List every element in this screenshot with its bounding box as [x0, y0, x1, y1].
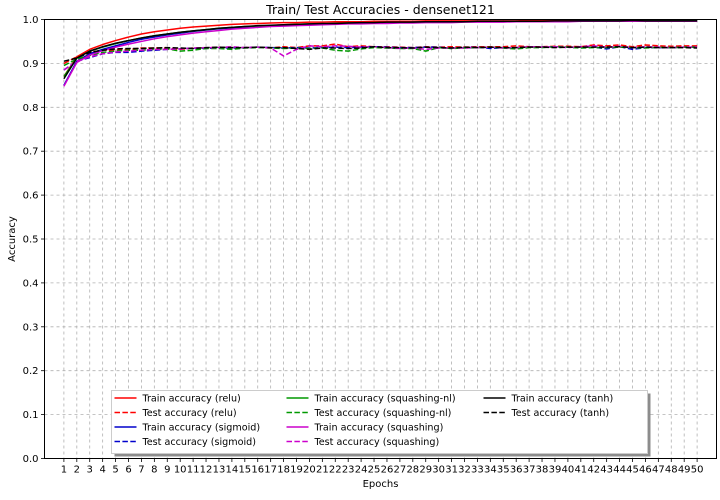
x-tick-label: 27 [394, 465, 407, 476]
x-tick-label: 49 [678, 465, 691, 476]
x-tick-label: 33 [471, 465, 484, 476]
y-tick-label: 0.4 [23, 278, 39, 289]
x-tick-label: 5 [112, 465, 118, 476]
series-lines [63, 19, 698, 87]
legend-label: Test accuracy (squashing) [314, 437, 440, 448]
x-tick-label: 12 [200, 465, 213, 476]
x-tick-label: 13 [213, 465, 226, 476]
x-tick-label: 42 [587, 465, 600, 476]
x-tick-label: 16 [251, 465, 264, 476]
x-tick-label: 43 [600, 465, 613, 476]
legend-label: Train accuracy (squashing) [314, 423, 444, 434]
legend-label: Test accuracy (relu) [142, 408, 237, 419]
y-tick-label: 0.8 [23, 103, 39, 114]
x-tick-label: 38 [536, 465, 549, 476]
x-tick-label: 24 [355, 465, 368, 476]
x-tick-label: 10 [174, 465, 187, 476]
x-tick-label: 45 [626, 465, 639, 476]
x-tick-label: 47 [652, 465, 665, 476]
x-tick-label: 7 [138, 465, 144, 476]
axes: 1 2 3 4 5 6 7 8 9 10 11 12 13 14 15 16 17 18 19 20 21 22 23 24 2… [23, 15, 704, 476]
x-tick-label: 35 [497, 465, 510, 476]
legend-label: Test accuracy (squashing-nl) [314, 408, 452, 419]
x-tick-label: 26 [381, 465, 394, 476]
legend-label: Train accuracy (sigmoid) [142, 423, 261, 434]
x-tick-label: 39 [549, 465, 562, 476]
x-tick-label: 23 [342, 465, 355, 476]
x-tick-label: 19 [290, 465, 303, 476]
x-tick-label: 36 [510, 465, 523, 476]
x-tick-label: 25 [368, 465, 381, 476]
x-tick-label: 22 [329, 465, 342, 476]
series-line-9 [63, 19, 698, 80]
y-tick-label: 0.5 [23, 235, 39, 246]
x-tick-label: 2 [74, 465, 80, 476]
legend-label: Test accuracy (tanh) [511, 408, 610, 419]
y-tick-label: 0.9 [23, 59, 39, 70]
y-tick-label: 0.0 [23, 454, 39, 465]
x-tick-label: 48 [665, 465, 678, 476]
x-tick-label: 31 [445, 465, 458, 476]
x-tick-label: 6 [125, 465, 131, 476]
x-tick-label: 29 [419, 465, 432, 476]
y-tick-label: 0.3 [23, 322, 39, 333]
x-tick-label: 40 [562, 465, 575, 476]
y-tick-label: 0.7 [23, 147, 39, 158]
y-tick-label: 0.1 [23, 410, 39, 421]
chart-title: Train/ Test Accuracies - densenet121 [265, 2, 495, 17]
x-tick-label: 4 [99, 465, 105, 476]
x-tick-label: 28 [406, 465, 419, 476]
series-line-10 [63, 45, 698, 62]
legend-box [111, 390, 648, 454]
grid [44, 19, 717, 459]
x-tick-label: 20 [303, 465, 316, 476]
y-tick-label: 0.6 [23, 191, 39, 202]
x-tick-label: 41 [574, 465, 587, 476]
x-tick-label: 15 [238, 465, 251, 476]
y-axis-label: Accuracy [7, 216, 18, 262]
x-tick-label: 8 [151, 465, 157, 476]
x-tick-label: 17 [264, 465, 277, 476]
legend-label: Train accuracy (tanh) [511, 394, 614, 405]
x-tick-label: 32 [458, 465, 471, 476]
legend-label: Train accuracy (relu) [142, 394, 241, 405]
x-tick-label: 46 [639, 465, 652, 476]
x-tick-label: 50 [691, 465, 704, 476]
x-tick-label: 44 [613, 465, 626, 476]
x-tick-label: 9 [164, 465, 170, 476]
legend-label: Train accuracy (squashing-nl) [314, 394, 456, 405]
x-tick-label: 37 [523, 465, 536, 476]
x-tick-label: 3 [87, 465, 93, 476]
x-tick-label: 11 [187, 465, 200, 476]
x-tick-label: 30 [432, 465, 445, 476]
x-tick-label: 21 [316, 465, 329, 476]
y-tick-label: 0.2 [23, 366, 39, 377]
legend: Train accuracy (relu) Test accuracy (relu… [111, 390, 651, 457]
x-axis-label: Epochs [363, 479, 399, 490]
x-tick-label: 18 [277, 465, 290, 476]
y-tick-label: 1.0 [23, 15, 39, 26]
legend-label: Test accuracy (sigmoid) [142, 437, 257, 448]
x-tick-label: 14 [226, 465, 239, 476]
x-tick-label: 1 [61, 465, 67, 476]
x-tick-label: 34 [484, 465, 497, 476]
